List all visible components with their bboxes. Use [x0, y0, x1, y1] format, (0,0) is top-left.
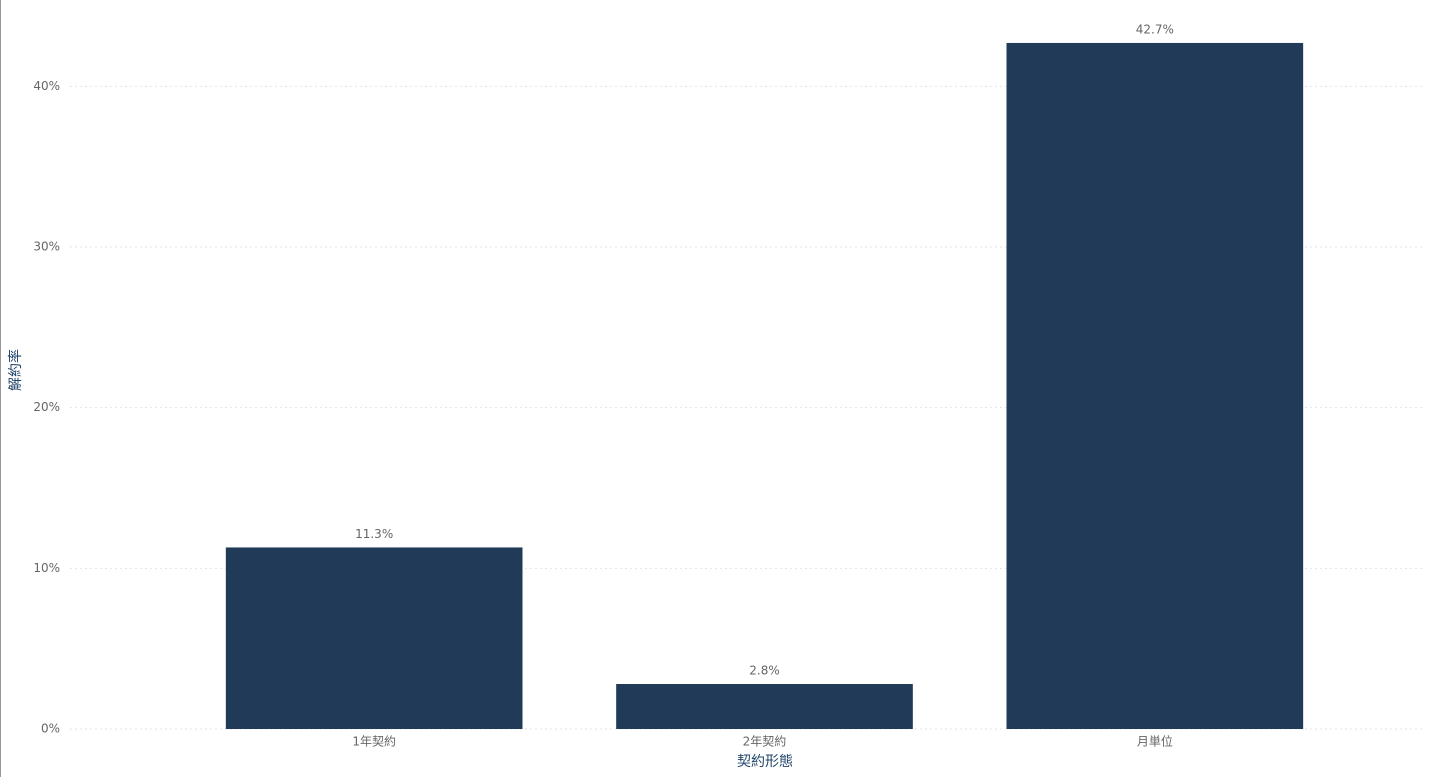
bar	[616, 684, 913, 729]
x-tick-label: 月単位	[1137, 734, 1173, 749]
y-axis-title: 解約率	[7, 349, 24, 391]
y-tick-label: 20%	[33, 400, 60, 414]
data-label: 42.7%	[1136, 22, 1174, 36]
x-tick-label: 1年契約	[352, 734, 396, 749]
y-tick-label: 10%	[33, 561, 60, 575]
y-tick-label: 40%	[33, 79, 60, 93]
x-axis-title: 契約形態	[737, 754, 793, 770]
bar	[1006, 42, 1304, 730]
data-label: 11.3%	[355, 527, 393, 541]
bar	[225, 547, 523, 729]
x-tick-label: 2年契約	[743, 734, 787, 749]
y-tick-label: 0%	[41, 722, 60, 736]
y-tick-label: 30%	[33, 240, 60, 254]
data-label: 2.8%	[749, 664, 780, 678]
